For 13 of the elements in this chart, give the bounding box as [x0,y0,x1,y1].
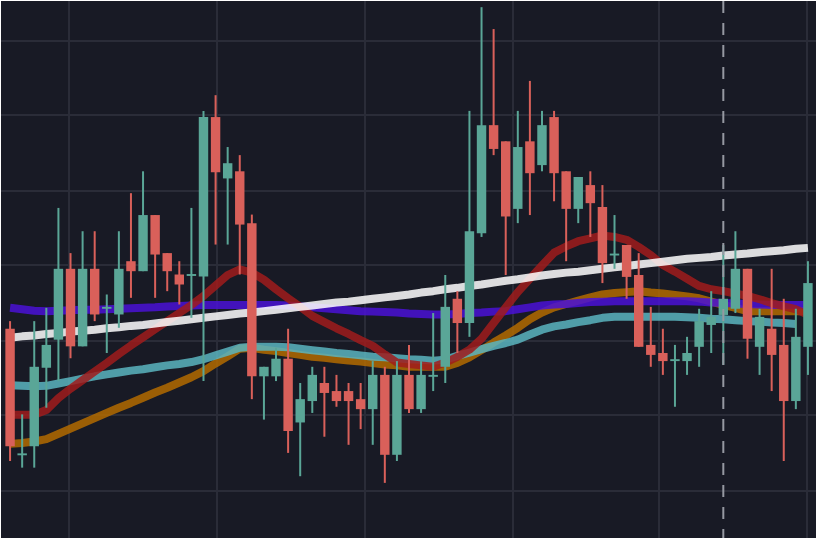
candlestick [404,343,414,414]
candlestick [585,170,596,238]
candlestick [537,109,547,173]
candlestick [89,230,100,323]
candlestick [754,307,765,376]
candlestick [126,192,136,299]
candlestick [452,290,463,355]
candlestick [174,260,185,306]
candlestick [222,146,233,246]
candlestick [573,176,583,225]
candlestick [368,360,378,446]
candlestick [525,79,535,217]
candlestick [17,413,27,469]
